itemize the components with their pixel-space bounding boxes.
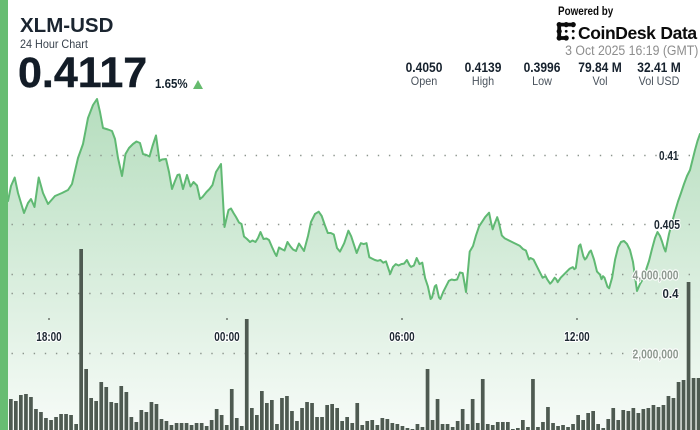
svg-text:0.405: 0.405 [654, 218, 680, 232]
svg-text:18:00: 18:00 [36, 330, 61, 344]
svg-text:0.41: 0.41 [659, 149, 679, 163]
svg-text:0.4: 0.4 [663, 287, 679, 301]
svg-text:4,000,000: 4,000,000 [633, 268, 679, 283]
svg-text:06:00: 06:00 [389, 330, 414, 344]
svg-text:12:00: 12:00 [564, 330, 589, 344]
svg-text:00:00: 00:00 [214, 330, 239, 344]
svg-text:2,000,000: 2,000,000 [633, 347, 679, 362]
